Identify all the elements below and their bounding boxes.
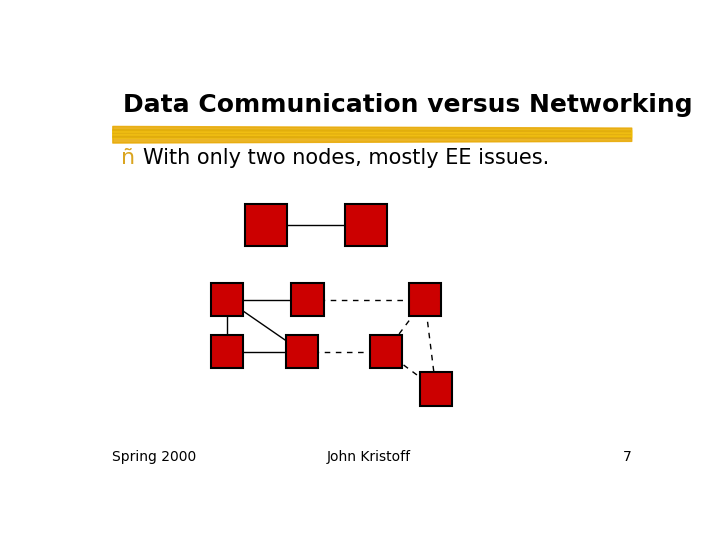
Bar <box>346 204 387 246</box>
Bar <box>369 335 402 368</box>
Text: 7: 7 <box>623 450 631 464</box>
Bar <box>292 283 324 316</box>
Text: With only two nodes, mostly EE issues.: With only two nodes, mostly EE issues. <box>143 148 549 168</box>
Text: Data Communication versus Networking: Data Communication versus Networking <box>124 93 693 117</box>
Bar <box>210 335 243 368</box>
Bar <box>210 283 243 316</box>
Text: ñ: ñ <box>121 148 135 168</box>
Bar <box>409 283 441 316</box>
Text: Spring 2000: Spring 2000 <box>112 450 197 464</box>
Bar <box>245 204 287 246</box>
Bar <box>420 373 452 406</box>
Bar <box>286 335 318 368</box>
Text: John Kristoff: John Kristoff <box>327 450 411 464</box>
